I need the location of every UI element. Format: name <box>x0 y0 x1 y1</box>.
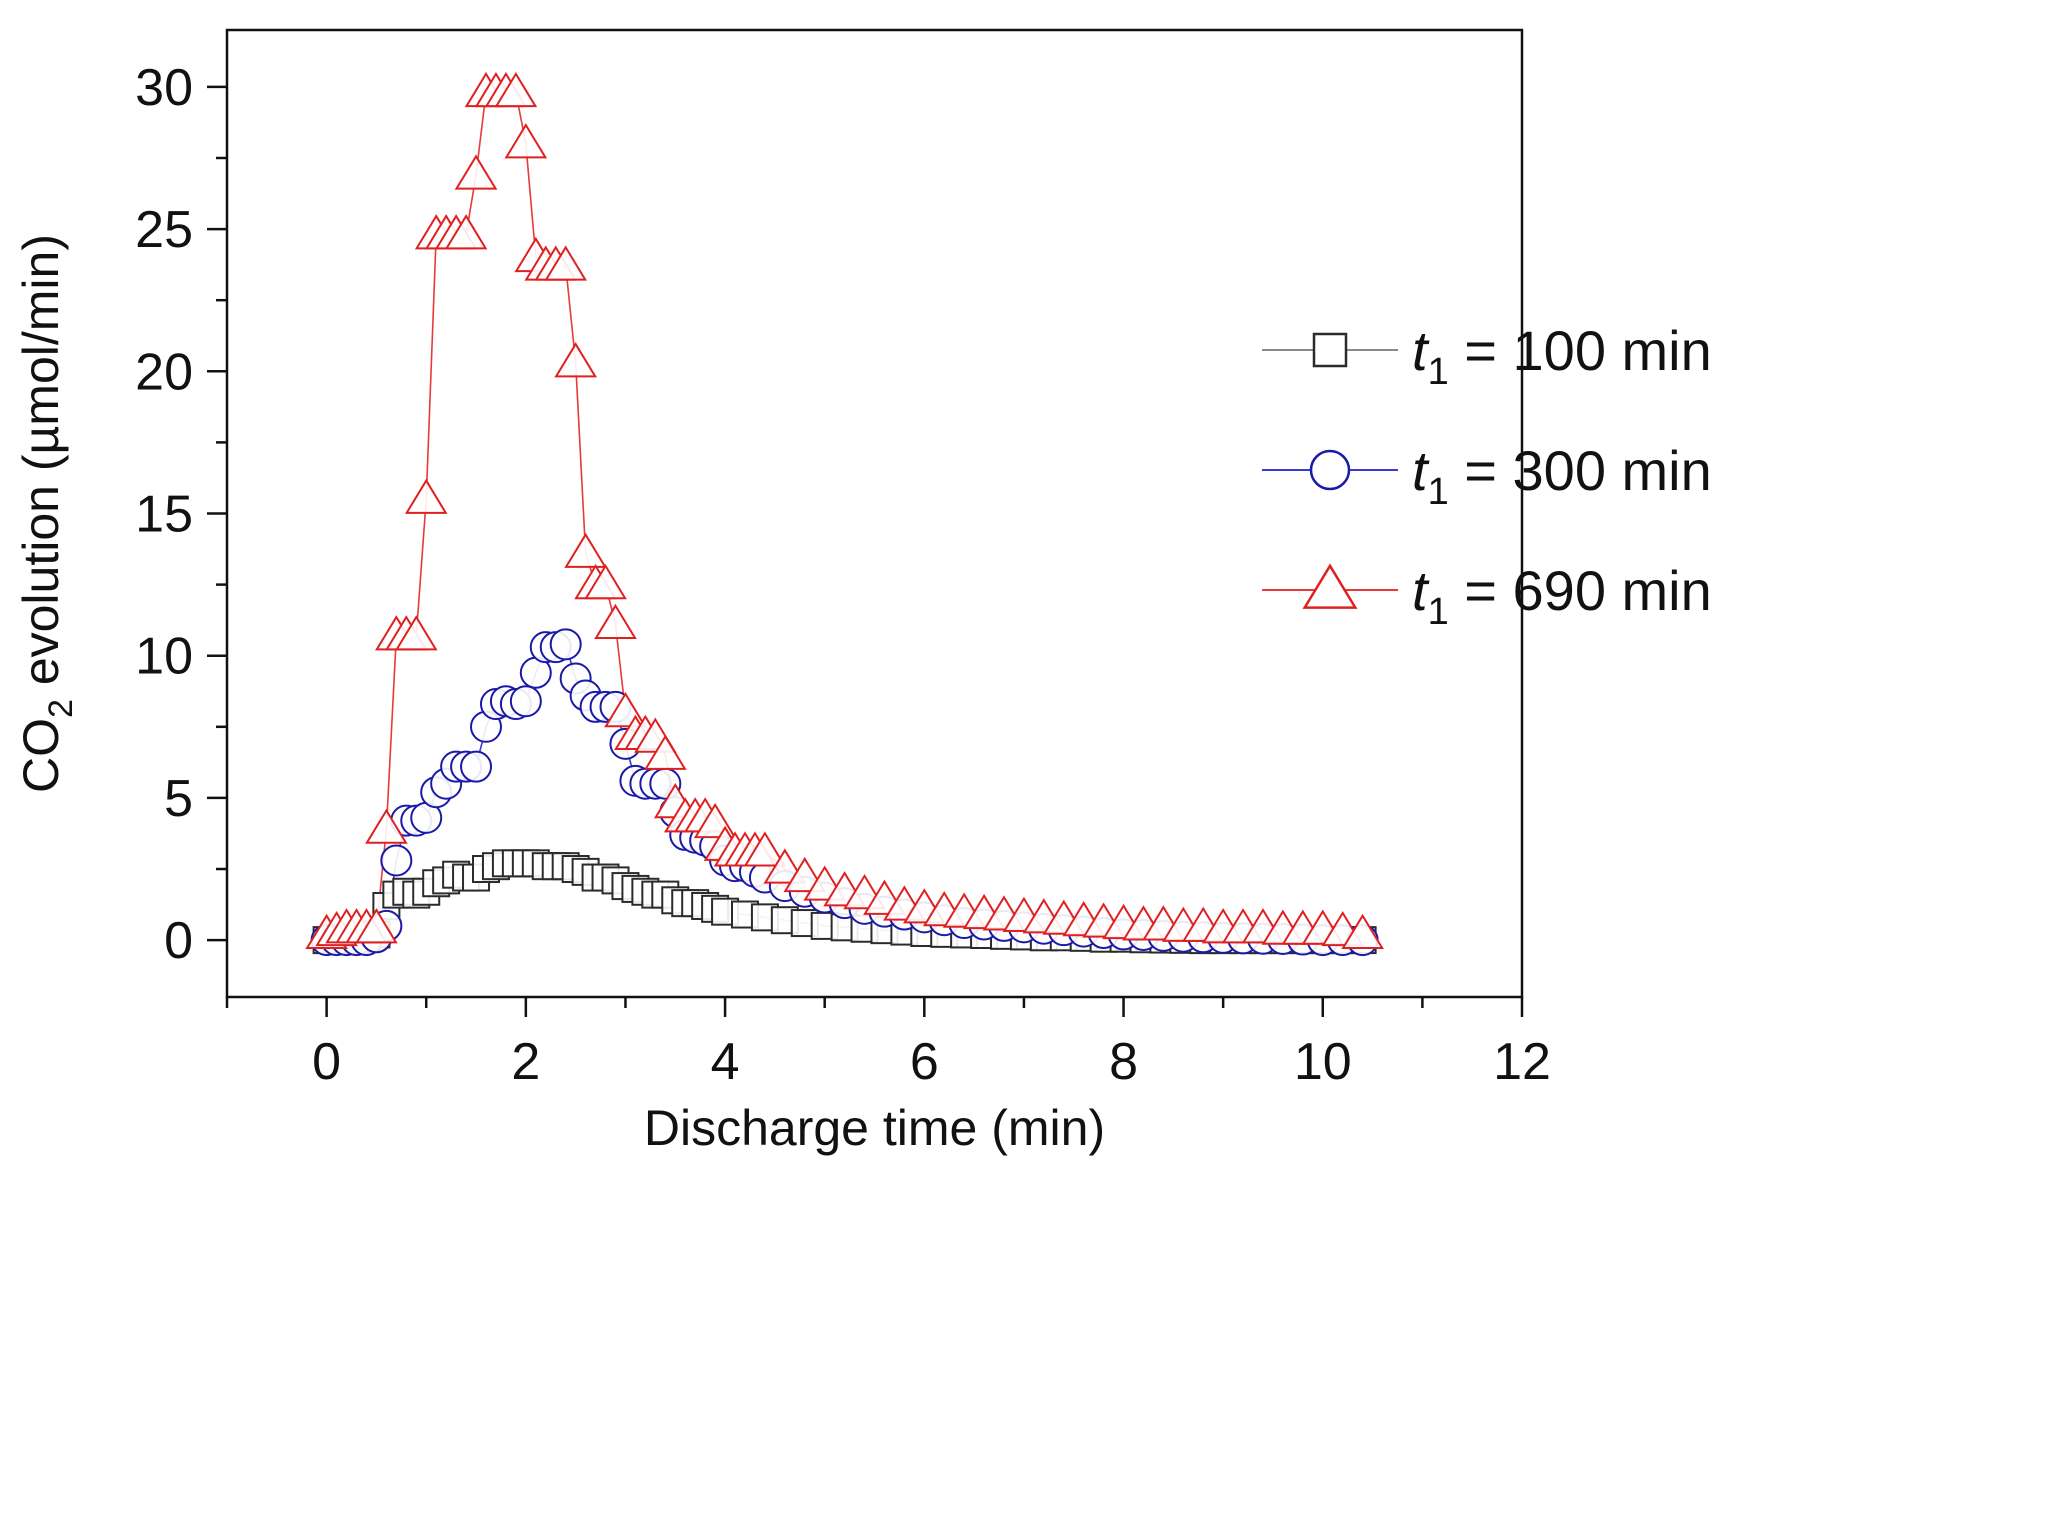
data-point-triangle <box>365 808 408 844</box>
series-lines-group <box>326 91 1363 941</box>
data-point-triangle <box>454 154 498 190</box>
y-axis-label-subscript: 2 <box>42 699 80 718</box>
legend-label-rest: = 100 min <box>1449 319 1712 382</box>
series-line-triangle <box>326 91 1363 936</box>
legend-label-square: t1 = 100 min <box>1412 319 1712 393</box>
y-tick-label: 5 <box>164 770 193 828</box>
legend-label-triangle: t1 = 690 min <box>1412 559 1712 633</box>
y-axis-label-main: CO <box>13 718 69 793</box>
data-point-triangle <box>444 214 488 250</box>
data-point-circle <box>509 685 542 718</box>
legend-label-sub: 1 <box>1428 471 1449 513</box>
y-tick-label: 20 <box>135 343 193 401</box>
data-point-circle <box>380 844 413 877</box>
y-tick-label: 10 <box>135 628 193 686</box>
y-tick-label: 15 <box>135 486 193 544</box>
legend-label-circle: t1 = 300 min <box>1412 439 1712 513</box>
legend-label-var: t <box>1412 319 1430 382</box>
y-tick-label: 30 <box>135 59 193 117</box>
legend-label-var: t <box>1412 439 1430 502</box>
x-tick-label: 8 <box>1109 1033 1138 1091</box>
data-point-triangle <box>554 342 597 378</box>
x-tick-label: 2 <box>511 1033 540 1091</box>
data-point-circle <box>549 628 582 661</box>
x-tick-label: 10 <box>1294 1033 1352 1091</box>
data-point-triangle <box>404 478 448 514</box>
data-point-triangle <box>544 245 588 281</box>
data-point-circle <box>460 750 493 783</box>
legend-label-sub: 1 <box>1428 591 1449 633</box>
legend-label-var: t <box>1412 559 1430 622</box>
data-point-triangle <box>355 908 398 944</box>
legend-label-sub: 1 <box>1428 351 1449 393</box>
x-axis-label: Discharge time (min) <box>644 1100 1105 1156</box>
data-point-triangle <box>594 603 637 640</box>
y-axis-label: CO2 evolution (µmol/min) <box>13 234 80 793</box>
legend-marker-square <box>1312 332 1348 368</box>
data-point-triangle <box>584 563 627 600</box>
legend-marker-triangle <box>1302 563 1358 609</box>
series-markers-triangle <box>305 71 1384 950</box>
y-axis-label-rest: evolution (µmol/min) <box>13 234 69 699</box>
series-markers-group <box>305 71 1384 957</box>
data-point-triangle <box>1341 913 1384 950</box>
legend-marker-circle <box>1309 449 1351 491</box>
x-tick-label: 0 <box>312 1033 341 1091</box>
x-tick-label: 12 <box>1493 1033 1551 1091</box>
data-point-triangle <box>394 615 438 651</box>
data-point-triangle <box>743 831 787 867</box>
y-tick-label: 0 <box>164 912 193 970</box>
legend-label-rest: = 300 min <box>1449 439 1712 502</box>
data-point-triangle <box>504 123 548 159</box>
y-tick-label: 25 <box>135 201 193 259</box>
legend-label-rest: = 690 min <box>1449 559 1712 622</box>
x-tick-label: 4 <box>711 1033 740 1091</box>
data-point-triangle <box>643 734 687 770</box>
x-tick-label: 6 <box>910 1033 939 1091</box>
data-point-triangle <box>564 532 607 568</box>
data-point-triangle <box>494 71 538 108</box>
ticks-group: 0 2 4 6 8 10 12 0 5 10 15 20 25 30 <box>135 59 1551 1091</box>
